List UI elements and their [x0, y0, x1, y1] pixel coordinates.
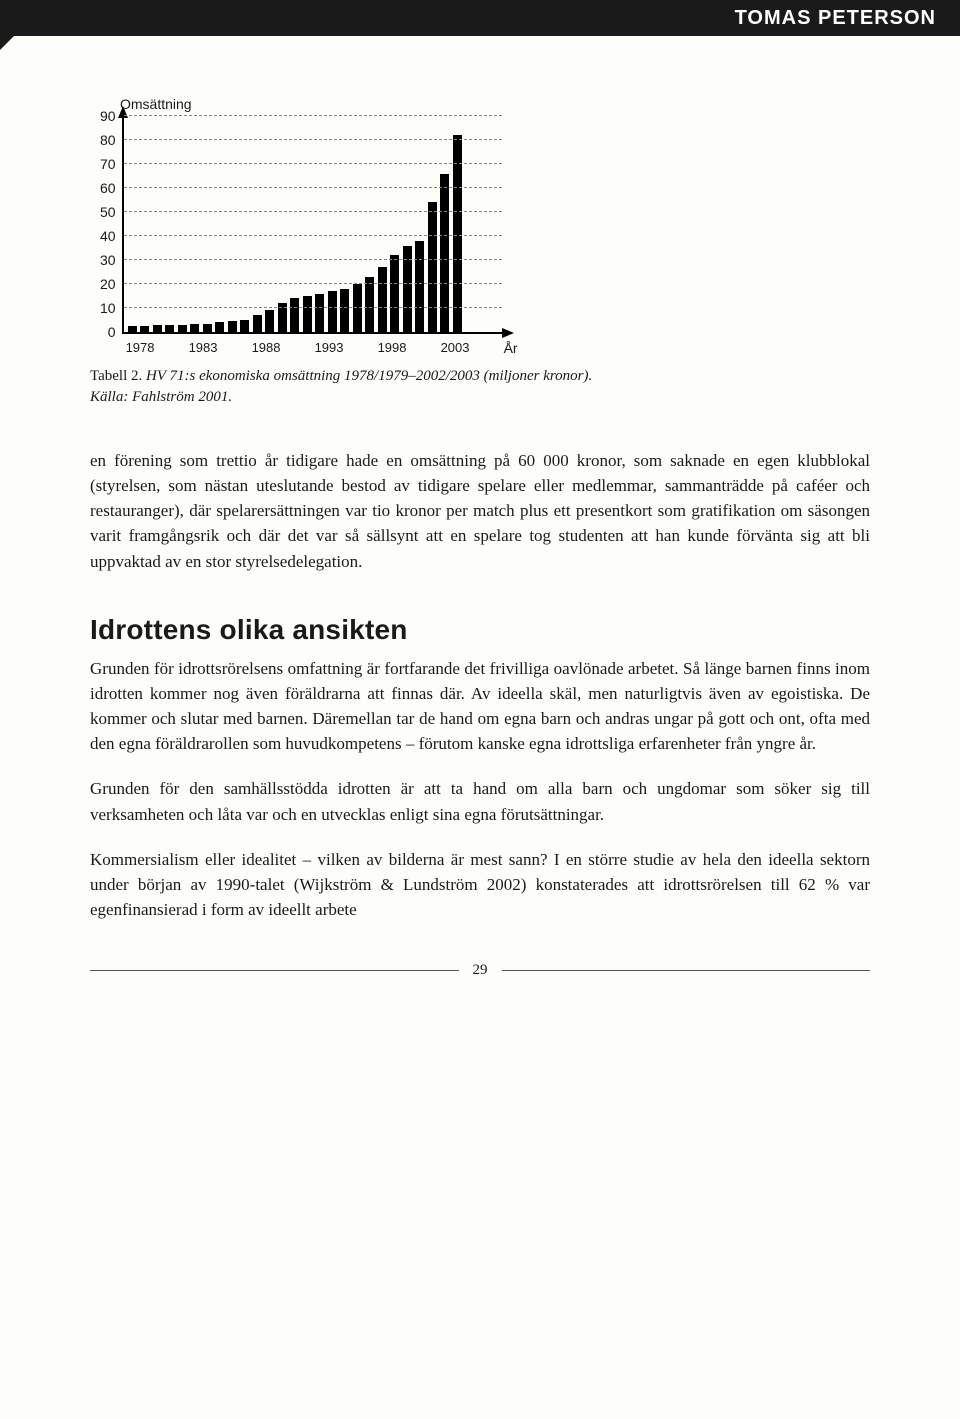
paragraph-2: Grunden för idrottsrörelsens omfattning …	[90, 656, 870, 757]
chart-bar	[390, 255, 399, 332]
chart-gridline	[124, 235, 502, 236]
section-heading: Idrottens olika ansikten	[90, 614, 870, 646]
caption-prefix: Tabell 2.	[90, 368, 142, 384]
chart-caption: Tabell 2. HV 71:s ekonomiska omsättning …	[90, 366, 870, 408]
x-tick-label: 1983	[189, 340, 252, 356]
page-number-row: 29	[90, 962, 870, 979]
chart-bar	[415, 241, 424, 332]
y-tick-label: 80	[100, 134, 116, 158]
paragraph-4: Kommersialism eller idealitet – vilken a…	[90, 847, 870, 922]
chart-bars	[128, 116, 492, 332]
chart-bar	[353, 284, 362, 332]
chart-bar	[440, 174, 449, 332]
chart-bar	[378, 267, 387, 332]
chart-bar	[453, 135, 462, 332]
paragraph-3: Grunden för den samhällsstödda idrotten …	[90, 776, 870, 826]
caption-source: Källa: Fahlström 2001.	[90, 389, 232, 405]
chart-bar	[178, 325, 187, 332]
chart-gridline	[124, 283, 502, 284]
chart-bar	[190, 324, 199, 332]
y-tick-label: 60	[100, 182, 116, 206]
chart-bar	[365, 277, 374, 332]
chart-bar	[203, 324, 212, 332]
y-tick-label: 70	[100, 158, 116, 182]
page-number-rule-right	[502, 970, 871, 971]
y-tick-label: 40	[100, 230, 116, 254]
chart-gridline	[124, 163, 502, 164]
page-number: 29	[473, 962, 488, 979]
y-tick-label: 90	[100, 110, 116, 134]
chart-bar	[165, 325, 174, 332]
x-tick-label: 1988	[252, 340, 315, 356]
x-tick-label: 1998	[378, 340, 441, 356]
chart-bar	[153, 325, 162, 332]
chart-bar	[303, 296, 312, 332]
page-body: Omsättning 9080706050403020100 197819831…	[0, 36, 960, 1009]
chart-gridline	[124, 139, 502, 140]
y-axis-label: Omsättning	[120, 96, 870, 112]
x-tick-label: 2003	[441, 340, 504, 356]
y-tick-label: 20	[100, 278, 116, 302]
x-axis-arrow-icon	[502, 328, 514, 338]
turnover-bar-chart: Omsättning 9080706050403020100 197819831…	[100, 96, 870, 356]
chart-bar	[253, 315, 262, 332]
chart-bar	[265, 310, 274, 332]
chart-bar	[228, 321, 237, 332]
y-tick-label: 30	[100, 254, 116, 278]
chart-bar	[428, 202, 437, 332]
x-tick-label: 1978	[126, 340, 189, 356]
chart-gridline	[124, 259, 502, 260]
chart-bar	[328, 291, 337, 332]
chart-bar	[340, 289, 349, 332]
y-tick-label: 50	[100, 206, 116, 230]
x-axis-ticks: 197819831988199319982003År	[122, 340, 518, 356]
chart-gridline	[124, 307, 502, 308]
page-header-bar: TOMAS PETERSON	[0, 0, 960, 36]
x-axis-label: År	[504, 340, 518, 356]
x-tick-label: 1993	[315, 340, 378, 356]
y-tick-label: 10	[100, 302, 116, 326]
chart-plot-area	[122, 116, 502, 334]
y-axis-ticks: 9080706050403020100	[100, 116, 122, 356]
page-number-rule-left	[90, 970, 459, 971]
y-tick-label: 0	[100, 326, 116, 350]
chart-bar	[215, 322, 224, 332]
chart-bar	[240, 320, 249, 332]
chart-bar	[315, 294, 324, 332]
author-name: TOMAS PETERSON	[735, 7, 936, 30]
chart-gridline	[124, 187, 502, 188]
paragraph-1: en förening som trettio år tidigare hade…	[90, 448, 870, 574]
chart-bar	[290, 298, 299, 332]
chart-gridline	[124, 211, 502, 212]
chart-bar	[128, 326, 137, 332]
chart-bar	[140, 326, 149, 332]
caption-title: HV 71:s ekonomiska omsättning 1978/1979–…	[146, 368, 592, 384]
chart-gridline	[124, 115, 502, 116]
